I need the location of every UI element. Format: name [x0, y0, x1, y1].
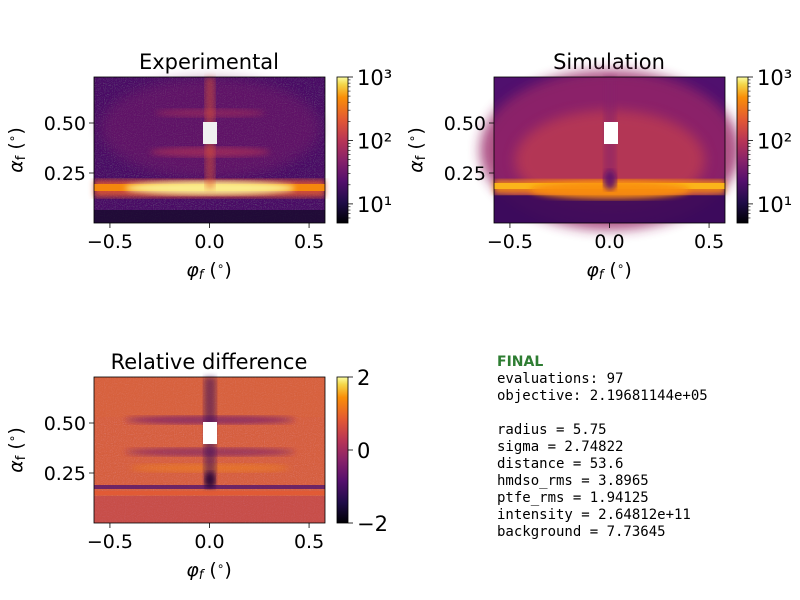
y-axis-label: αf (∘) [5, 427, 29, 473]
y-tick-label: 0.25 [444, 163, 486, 185]
colorbar: 10¹ 10² 10³ [736, 66, 792, 224]
info-line: hmdso_rms = 3.8965 [497, 473, 649, 489]
colorbar: 10¹ 10² 10³ [336, 66, 392, 224]
colorbar-tick-label: 10³ [757, 66, 792, 90]
panel-relative-difference: Relative difference −0.5 0.0 0.5 0.250.50 … [5, 350, 388, 583]
colorbar-tick-label: 10² [357, 129, 392, 153]
x-tick-label: 0.0 [194, 531, 224, 553]
colorbar-ticks: 10¹ 10² 10³ [348, 66, 392, 219]
info-line: evaluations: 97 [497, 371, 624, 387]
y-tick-label: 0.25 [44, 463, 86, 485]
x-axis-label: φf (∘) [186, 559, 232, 583]
y-tick-label: 0.25 [44, 163, 86, 185]
info-line [497, 405, 797, 422]
y-tick-label: 0.50 [444, 113, 486, 135]
info-line: distance = 53.6 [497, 456, 624, 472]
colorbar-tick-label: 10¹ [357, 193, 392, 217]
heatmap-image [94, 77, 325, 223]
x-tick-label: −0.5 [487, 231, 533, 253]
x-tick-label: −0.5 [87, 231, 133, 253]
y-axis-label: αf (∘) [405, 127, 429, 173]
colorbar-tick-label: 10³ [357, 66, 392, 90]
heatmap-image [480, 70, 740, 230]
colorbar-ticks: −2 0 2 [348, 366, 388, 536]
x-ticks: −0.5 0.0 0.5 [87, 223, 324, 253]
x-tick-label: 0.0 [594, 231, 624, 253]
panel-title: Simulation [553, 50, 665, 74]
x-axis-label: φf (∘) [586, 259, 632, 283]
panel-title: Experimental [139, 50, 279, 74]
y-ticks: 0.25 0.50 [44, 413, 94, 485]
fit-status: FINAL [497, 354, 544, 370]
panel-title: Relative difference [111, 350, 308, 374]
colorbar-ticks: 10¹ 10² 10³ [748, 66, 792, 219]
x-tick-label: 0.5 [694, 231, 724, 253]
x-tick-label: −0.5 [87, 531, 133, 553]
y-axis-label: αf (∘) [5, 127, 29, 173]
y-ticks: 0.25 0.50 [44, 113, 94, 185]
colorbar-tick-label: 10¹ [757, 193, 792, 217]
info-line: ptfe_rms = 1.94125 [497, 490, 649, 506]
info-line: objective: 2.19681144e+05 [497, 388, 708, 404]
colorbar-tick-label: −2 [357, 512, 388, 536]
y-tick-label: 0.50 [44, 413, 86, 435]
heatmap-image [94, 377, 325, 523]
info-line: background = 7.73645 [497, 524, 666, 540]
panel-simulation: Simulation −0.5 0.0 0.5 0.25 0.50 φf (∘) αf… [405, 50, 792, 283]
y-ticks: 0.25 0.50 [444, 113, 494, 185]
x-axis-label: φf (∘) [186, 259, 232, 283]
fit-info-panel: FINAL evaluations: 97 objective: 2.19681… [497, 354, 797, 541]
x-ticks: −0.5 0.0 0.5 [87, 523, 324, 553]
info-line: radius = 5.75 [497, 422, 607, 438]
colorbar-tick-label: 0 [357, 439, 370, 463]
colorbar-tick-label: 2 [357, 366, 370, 390]
x-tick-label: 0.0 [194, 231, 224, 253]
panel-experimental: Experimental −0.5 0.0 0.5 0.250.50 φf (∘) … [5, 50, 392, 283]
colorbar: −2 0 2 [336, 366, 388, 536]
y-tick-label: 0.50 [44, 113, 86, 135]
x-tick-label: 0.5 [294, 531, 324, 553]
x-ticks: −0.5 0.0 0.5 [487, 223, 724, 253]
info-line: intensity = 2.64812e+11 [497, 507, 691, 523]
colorbar-tick-label: 10² [757, 129, 792, 153]
info-line: sigma = 2.74822 [497, 439, 624, 455]
x-tick-label: 0.5 [294, 231, 324, 253]
